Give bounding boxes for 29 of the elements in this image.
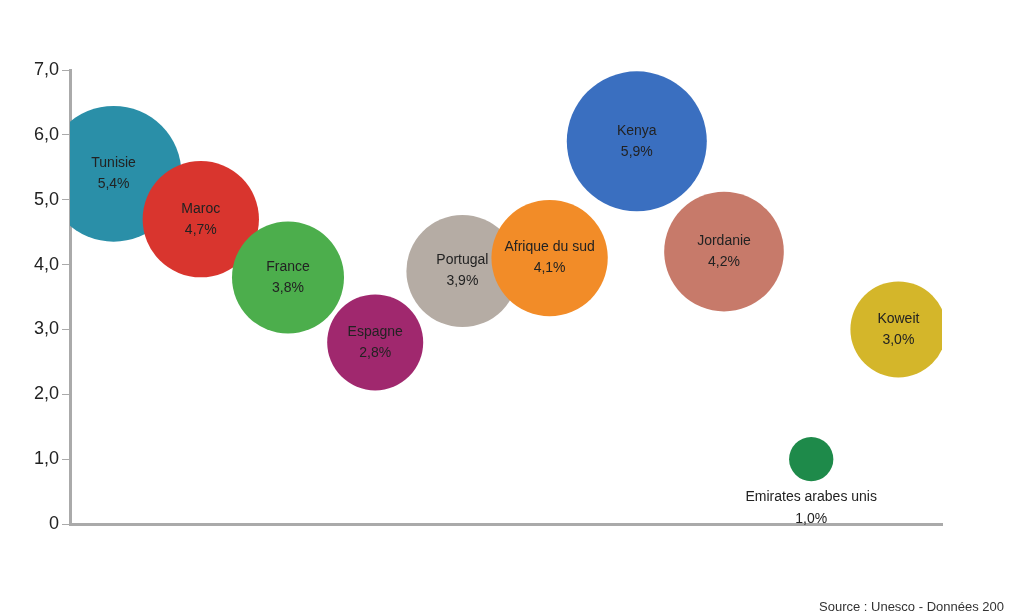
x-tick-label: Tunisie [91,154,137,171]
y-tick-label: 6,0 [33,123,59,144]
data-label: 1,0% [795,510,828,527]
data-label: 2,8% [359,343,392,360]
x-tick-label: Emirates arabes unis [745,488,877,505]
data-label: 4,7% [184,220,217,237]
data-label: 4,2% [708,252,740,269]
x-tick-label: Koweit [877,309,920,326]
y-tick-label: 7,0 [33,58,59,79]
y-tick-label: 0 [48,512,59,533]
data-label: 3,0% [882,330,915,347]
x-tick-label: France [266,257,310,274]
x-tick-label: Maroc [181,199,221,216]
data-label: 3,8% [272,278,304,295]
x-tick-label: Espagne [347,322,404,339]
y-tick-label: 2,0 [33,383,59,404]
y-tick-label: 1,0 [33,448,59,469]
x-tick-label: Kenya [616,121,657,138]
x-tick-label: Afrique du sud [504,238,595,255]
data-label: 3,9% [446,272,479,289]
source-note: Source : Unesco - Données 200 [819,599,1004,614]
data-label: 5,4% [97,175,130,192]
data-label: 4,1% [533,259,566,276]
x-tick-label: Portugal [436,251,489,268]
x-tick-label: Jordanie [697,231,752,248]
data-label: 5,9% [620,142,653,159]
y-tick-label: 4,0 [33,253,59,274]
y-tick-label: 5,0 [33,188,59,209]
y-tick-label: 3,0 [33,318,59,339]
